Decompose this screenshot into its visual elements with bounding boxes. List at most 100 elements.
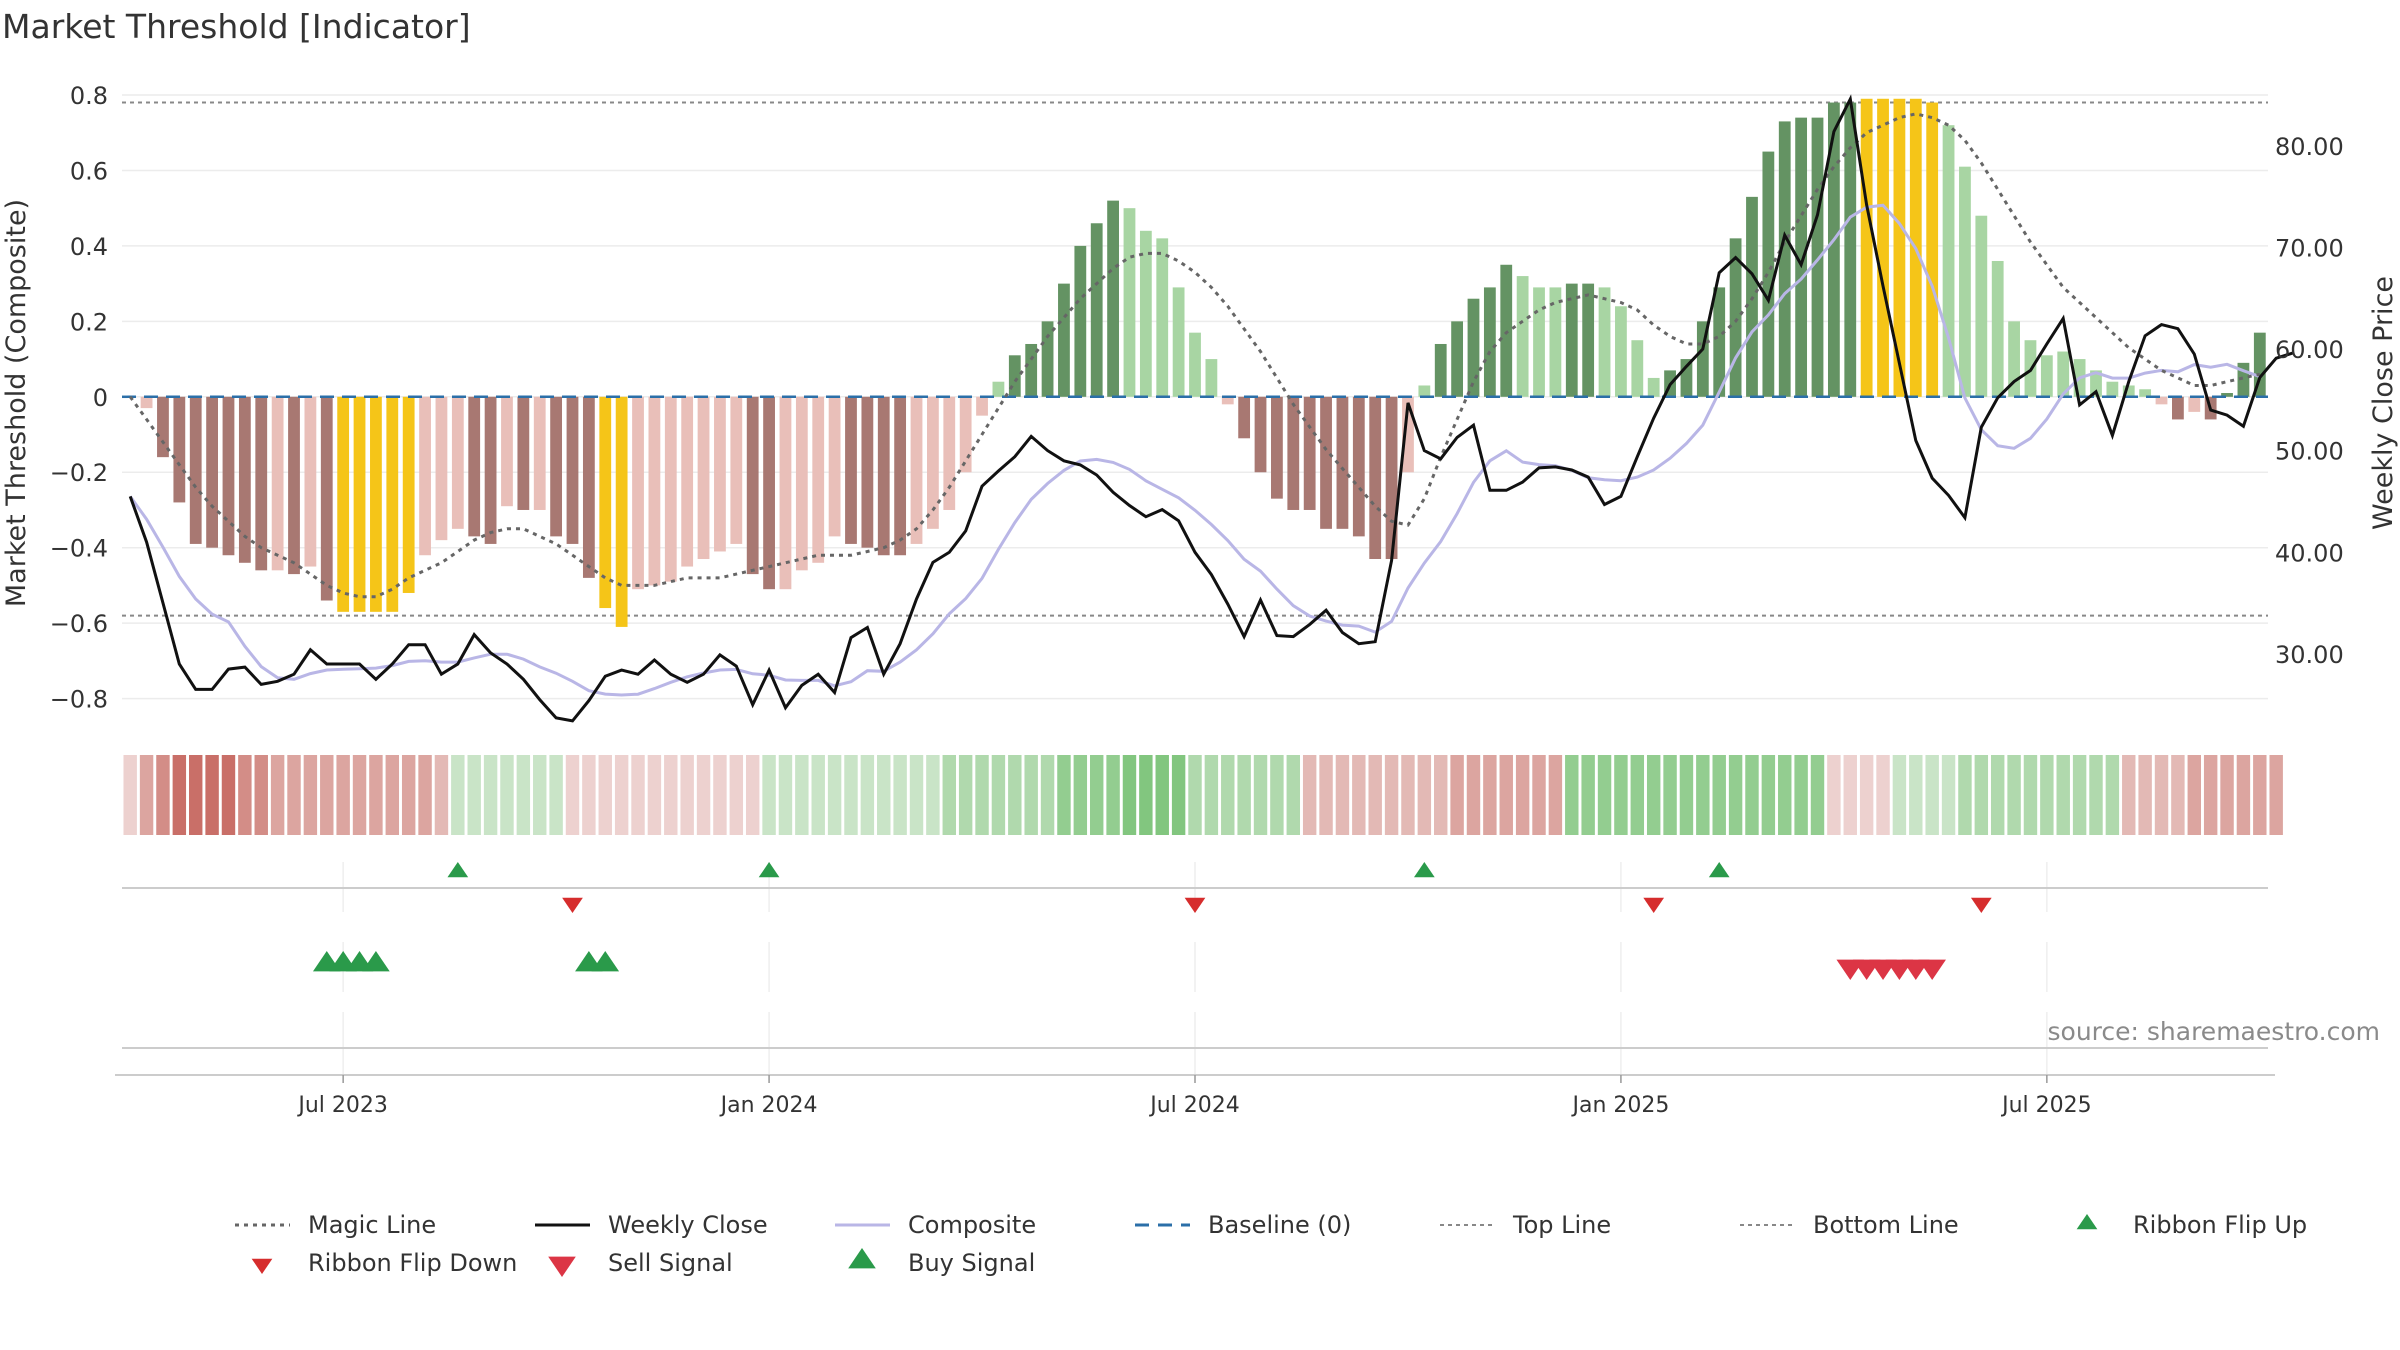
composite-bar bbox=[664, 396, 677, 582]
composite-bar bbox=[697, 396, 710, 560]
trend-ribbon bbox=[123, 755, 2283, 835]
composite-bar bbox=[2008, 321, 2020, 397]
ribbon-cell bbox=[1876, 755, 1890, 835]
composite-line bbox=[128, 203, 2261, 697]
ribbon-cell bbox=[795, 755, 809, 835]
left-tick-label: 0.8 bbox=[70, 82, 108, 110]
x-axis: Jul 2023 Jan 2024 Jul 2024 Jan 2025 Jul 2025 bbox=[296, 1075, 2092, 1118]
composite-bar bbox=[1860, 98, 1873, 397]
ribbon-cell bbox=[1663, 755, 1677, 835]
ribbon-cell bbox=[385, 755, 400, 835]
ribbon-cell bbox=[1827, 755, 1841, 835]
ribbon-cell bbox=[2187, 755, 2201, 835]
composite-bar bbox=[1483, 287, 1496, 397]
composite-bar bbox=[370, 396, 382, 612]
ribbon-cell bbox=[1401, 755, 1415, 835]
composite-bar bbox=[2057, 351, 2070, 397]
right-tick-label: 70.00 bbox=[2275, 234, 2344, 262]
composite-bar bbox=[1238, 396, 1251, 439]
ribbon-cell bbox=[1057, 755, 1071, 835]
composite-bar bbox=[2221, 393, 2233, 397]
composite-bar bbox=[140, 396, 153, 409]
composite-bar bbox=[271, 396, 284, 571]
ribbon-cell bbox=[156, 755, 170, 835]
ribbon-cell bbox=[1990, 755, 2005, 835]
legend-label: Baseline (0) bbox=[1208, 1211, 1351, 1239]
weekly-close-line bbox=[128, 94, 2294, 723]
ribbon-cell bbox=[713, 755, 727, 835]
x-tick-label: Jul 2024 bbox=[1148, 1093, 1240, 1118]
composite-bar bbox=[894, 396, 907, 556]
ribbon-cell bbox=[2236, 755, 2251, 835]
ribbon-cell bbox=[2154, 755, 2169, 835]
ribbon-cell bbox=[680, 755, 694, 835]
composite-bar bbox=[2237, 362, 2250, 397]
ribbon-flip-down-marker bbox=[1970, 897, 1992, 913]
ribbon-cell bbox=[1745, 755, 1759, 835]
ribbon-cell bbox=[1040, 755, 1055, 835]
composite-bar bbox=[746, 396, 759, 575]
left-tick-label: 0.2 bbox=[70, 308, 108, 336]
ribbon-cell bbox=[565, 755, 580, 835]
ribbon-cell bbox=[2220, 755, 2234, 835]
composite-bar bbox=[1991, 260, 2004, 397]
composite-bar bbox=[1107, 200, 1119, 397]
magic-line bbox=[128, 112, 2261, 599]
ribbon-cell bbox=[336, 755, 350, 835]
ribbon-cell bbox=[1221, 755, 1235, 835]
ribbon-cell bbox=[189, 755, 203, 835]
ribbon-cell bbox=[1417, 755, 1432, 835]
composite-bar bbox=[1598, 287, 1611, 397]
composite-bar bbox=[861, 396, 874, 548]
composite-bar bbox=[959, 396, 972, 473]
ribbon-cell bbox=[533, 755, 547, 835]
composite-bar bbox=[2139, 389, 2152, 397]
composite-bar bbox=[189, 396, 202, 544]
ribbon-cell bbox=[2122, 755, 2136, 835]
composite-bar bbox=[173, 396, 186, 503]
composite-bar bbox=[1008, 355, 1021, 397]
ribbon-flip-down-marker bbox=[1643, 897, 1665, 913]
composite-bar bbox=[910, 396, 923, 544]
composite-bar bbox=[206, 396, 218, 548]
ribbon-cell bbox=[811, 755, 825, 835]
ribbon-cell bbox=[975, 755, 989, 835]
ribbon-cell bbox=[434, 755, 449, 835]
ribbon-cell bbox=[942, 755, 956, 835]
legend-label: Ribbon Flip Down bbox=[308, 1249, 517, 1277]
ribbon-cell bbox=[1450, 755, 1464, 835]
composite-bar bbox=[2106, 381, 2119, 397]
ribbon-cell bbox=[238, 755, 252, 835]
ribbon-cell bbox=[778, 755, 793, 835]
ribbon-cell bbox=[1909, 755, 1923, 835]
ribbon-cell bbox=[1532, 755, 1546, 835]
ribbon-cell bbox=[1253, 755, 1268, 835]
composite-bar bbox=[1369, 396, 1382, 560]
sell-signal-marker bbox=[1918, 959, 1946, 980]
ribbon-cell bbox=[1892, 755, 1907, 835]
left-tick-label: 0 bbox=[93, 384, 108, 412]
ribbon-cell bbox=[1319, 755, 1333, 835]
legend-label: Magic Line bbox=[308, 1211, 436, 1239]
composite-bar bbox=[1418, 385, 1431, 397]
ribbon-cell bbox=[1302, 755, 1317, 835]
legend-label: Composite bbox=[908, 1211, 1036, 1239]
composite-bar bbox=[501, 396, 513, 507]
ribbon-cell bbox=[1646, 755, 1661, 835]
ribbon-cell bbox=[844, 755, 858, 835]
right-tick-label: 40.00 bbox=[2275, 539, 2344, 567]
composite-bar bbox=[1680, 359, 1693, 397]
composite-bar bbox=[599, 396, 612, 609]
composite-bar bbox=[1631, 340, 1644, 397]
ribbon-cell bbox=[745, 755, 760, 835]
composite-bar bbox=[1795, 117, 1808, 397]
ribbon-cell bbox=[1597, 755, 1612, 835]
ribbon-cell bbox=[1581, 755, 1595, 835]
legend-label: Top Line bbox=[1512, 1211, 1611, 1239]
composite-bar bbox=[763, 396, 775, 590]
ribbon-cell bbox=[2023, 755, 2038, 835]
ribbon-cell bbox=[598, 755, 612, 835]
composite-bar bbox=[386, 396, 399, 612]
composite-bar bbox=[1254, 396, 1267, 473]
source-label: source: sharemaestro.com bbox=[2048, 1017, 2381, 1046]
